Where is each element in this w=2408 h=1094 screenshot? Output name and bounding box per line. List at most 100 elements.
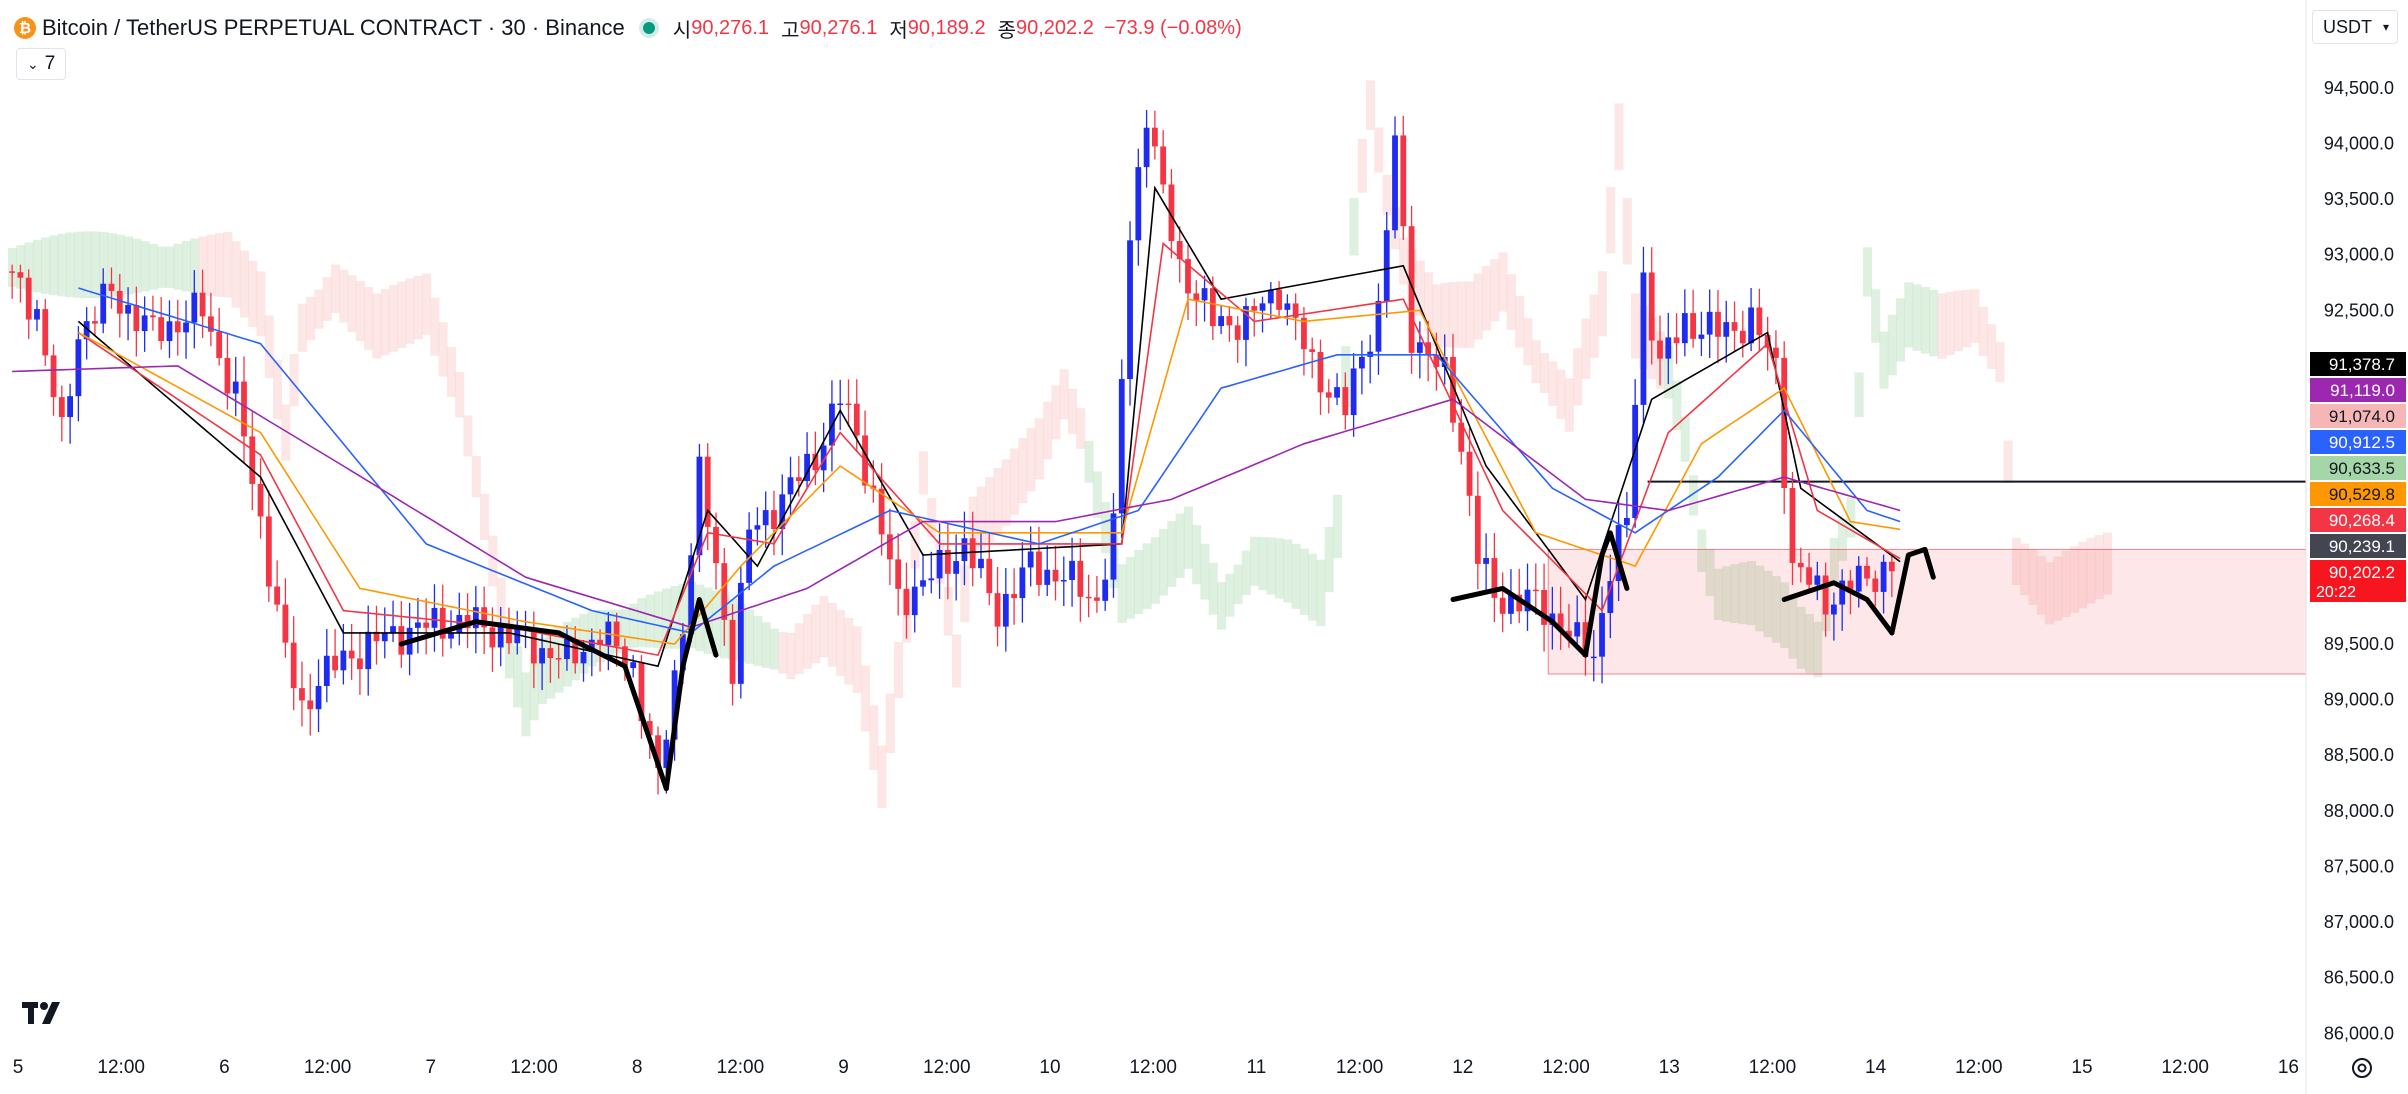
cloud-segment [1159,528,1169,596]
candle-body [1301,317,1307,350]
cloud-segment [355,280,365,341]
candle-body [1375,301,1382,352]
candle-body [1143,127,1150,168]
cloud-segment [1415,260,1425,316]
candle-body [1441,356,1448,368]
candle-body [232,381,239,394]
y-tick-label: 89,000.0 [2324,690,2394,710]
x-tick-label: 12:00 [1955,1057,2003,1078]
candle-body [514,628,521,644]
cloud-segment [1920,286,1930,354]
cloud-segment [1606,187,1616,254]
cloud-segment [976,486,986,550]
candle-body [481,607,488,628]
candlesticks [9,109,1895,795]
candle-body [431,607,438,628]
cloud-segment [1026,427,1036,492]
cloud-segment [322,277,332,321]
cloud-segment [41,237,51,294]
candle-body [1574,622,1581,637]
cloud-segment [2086,537,2096,604]
candle-body [1640,272,1647,405]
candle-body [804,453,810,482]
candle-body [191,292,198,323]
candle-body [1193,293,1200,301]
cloud-segment [397,281,407,348]
y-tick-label: 93,000.0 [2324,245,2394,265]
cloud-segment [1515,295,1525,348]
candle-body [414,622,421,628]
cloud-segment [1929,289,1939,357]
y-tick-label: 87,000.0 [2324,912,2394,932]
candle-body [274,586,281,605]
cloud-segment [1101,502,1111,554]
cloud-segment [1589,294,1599,358]
x-tick-label: 15 [2071,1057,2092,1078]
candle-body [67,396,74,418]
candle-body [1160,146,1167,185]
cloud-segment [1879,331,1889,389]
candle-body [1425,342,1432,355]
currency-select[interactable]: USDT ▾ [2312,10,2398,44]
candle-body [920,580,926,587]
candle-body [1847,580,1854,592]
cloud-segment [1896,298,1906,362]
x-tick-label: 11 [1247,1057,1267,1078]
candle-body [323,655,330,687]
candle-body [547,648,554,659]
cloud-segment [388,285,398,352]
cloud-segment [1258,537,1268,591]
price-tag [2310,404,2406,428]
candle-body [381,633,388,642]
cloud-segment [1200,543,1210,600]
candle-body [1019,567,1026,599]
tradingview-logo-icon[interactable] [22,1000,68,1026]
cloud-segment [1084,440,1094,483]
candle-body [622,646,628,669]
cloud-segment [761,622,771,668]
candle-body [299,688,305,701]
cloud-segment [869,705,879,770]
candle-body [1168,184,1175,242]
candle-body [1665,337,1672,359]
cloud-segment [413,275,423,340]
cloud-segment [653,591,663,649]
cloud-segment [1722,566,1732,622]
cloud-segment [1945,291,1955,356]
candle-body [1358,356,1365,369]
cloud-segment [430,297,440,356]
candle-body [812,453,819,471]
hand-drawn-path [663,597,719,792]
cloud-segment [215,233,225,297]
cloud-segment [952,634,962,688]
cloud-segment [678,583,688,649]
candle-body [1342,387,1349,416]
candle-body [1607,581,1614,614]
cloud-segment [1871,289,1881,343]
candle-body [1036,551,1042,585]
indicators-toggle-button[interactable]: ⌄ 7 [16,48,67,80]
candle-body [1773,347,1779,358]
market-status-dot-icon [642,22,655,34]
candle-body [663,739,670,768]
price-tag-label: 91,074.0 [2329,407,2395,426]
y-tick-label: 88,500.0 [2324,745,2394,765]
cloud-segment [1622,198,1632,265]
cloud-segment [1208,562,1218,615]
candle-body [423,622,430,628]
cloud-segment [1374,127,1384,173]
symbol-title[interactable]: Bitcoin / TetherUS PERPETUAL CONTRACT · … [42,15,625,40]
bitcoin-coin-icon: ₿ [14,17,36,39]
candle-body [936,550,943,579]
chevron-down-icon: ⌄ [27,55,39,72]
candle-body [1888,561,1895,572]
candle-body [1864,565,1870,579]
x-tick-label: 14 [1865,1057,1887,1078]
x-tick-label: 6 [219,1057,230,1078]
cloud-segment [1564,378,1574,432]
cloud-segment [181,241,191,292]
candle-body [9,271,16,273]
chart-settings-icon[interactable] [2348,1054,2376,1082]
